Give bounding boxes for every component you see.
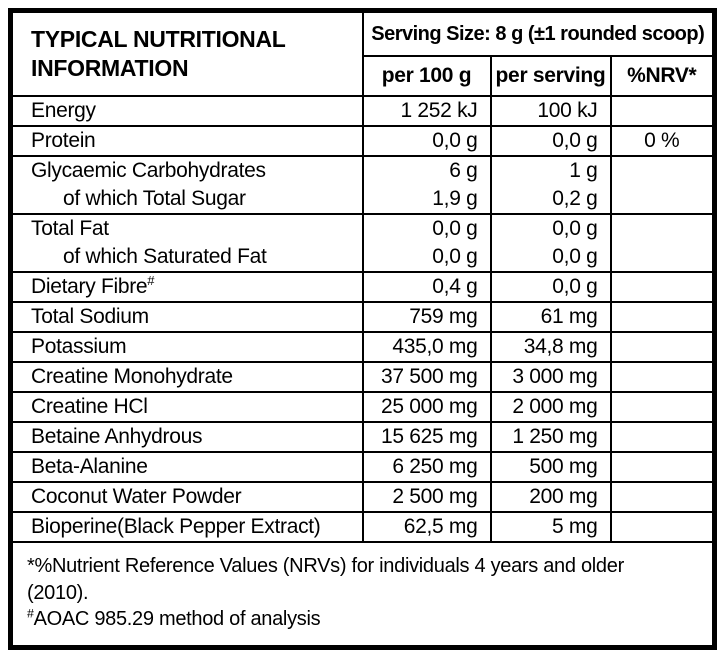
table-row-saturated-fat: of which Saturated Fat 0,0 g 0,0 g: [9, 243, 716, 273]
value-per-serving: 0,0 g: [489, 125, 612, 157]
row-label: Creatine Monohydrate: [9, 361, 364, 393]
value-per-100g: 62,5 mg: [361, 511, 492, 543]
row-label: Energy: [9, 95, 364, 127]
footnote-marker-hash: #: [27, 606, 34, 621]
value-nrv: [609, 331, 716, 363]
row-label: Dietary Fibre#: [9, 271, 364, 303]
value-nrv: 0 %: [609, 125, 716, 157]
table-row-energy: Energy 1 252 kJ 100 kJ: [9, 95, 716, 127]
value-per-serving: 0,0 g: [489, 271, 612, 303]
column-header-per-serving: per serving: [489, 55, 612, 97]
value-nrv: [609, 511, 716, 543]
table-row-total-sodium: Total Sodium 759 mg 61 mg: [9, 301, 716, 333]
table-row-total-sugar: of which Total Sugar 1,9 g 0,2 g: [9, 185, 716, 215]
row-label: Potassium: [9, 331, 364, 363]
value-per-serving: 0,0 g: [489, 213, 612, 243]
value-per-serving: 1 g: [489, 155, 612, 185]
footnote-marker-hash: #: [147, 273, 155, 288]
value-per-100g: 6 250 mg: [361, 451, 492, 483]
row-label: of which Total Sugar: [9, 185, 364, 215]
value-nrv: [609, 421, 716, 453]
value-per-100g: 1 252 kJ: [361, 95, 492, 127]
column-header-nrv: %NRV*: [609, 55, 716, 97]
value-per-100g: 15 625 mg: [361, 421, 492, 453]
table-row-coconut-water-powder: Coconut Water Powder 2 500 mg 200 mg: [9, 481, 716, 513]
row-label: Total Fat: [9, 213, 364, 243]
footnote-nrv: *%Nutrient Reference Values (NRVs) for i…: [27, 555, 624, 604]
table-title: TYPICAL NUTRITIONAL INFORMATION: [9, 9, 364, 97]
row-label: Coconut Water Powder: [9, 481, 364, 513]
table-row-creatine-monohydrate: Creatine Monohydrate 37 500 mg 3 000 mg: [9, 361, 716, 393]
value-per-serving: 2 000 mg: [489, 391, 612, 423]
value-per-100g: 6 g: [361, 155, 492, 185]
table-body: Energy 1 252 kJ 100 kJ Protein 0,0 g 0,0…: [9, 95, 716, 543]
footnote-row: *%Nutrient Reference Values (NRVs) for i…: [9, 541, 716, 649]
value-nrv: [609, 95, 716, 127]
footnotes: *%Nutrient Reference Values (NRVs) for i…: [9, 541, 716, 649]
value-per-100g: 0,0 g: [361, 243, 492, 273]
column-header-per-100g: per 100 g: [361, 55, 492, 97]
table-row-potassium: Potassium 435,0 mg 34,8 mg: [9, 331, 716, 363]
value-per-serving: 5 mg: [489, 511, 612, 543]
value-nrv: [609, 391, 716, 423]
value-per-serving: 3 000 mg: [489, 361, 612, 393]
value-nrv: [609, 271, 716, 303]
table-row-total-fat: Total Fat 0,0 g 0,0 g: [9, 213, 716, 243]
value-nrv: [609, 185, 716, 215]
value-per-serving: 0,0 g: [489, 243, 612, 273]
table-header: TYPICAL NUTRITIONAL INFORMATION Serving …: [9, 9, 716, 97]
header-row-serving: TYPICAL NUTRITIONAL INFORMATION Serving …: [9, 9, 716, 97]
row-label: Creatine HCl: [9, 391, 364, 423]
row-label: Bioperine(Black Pepper Extract): [9, 511, 364, 543]
value-nrv: [609, 301, 716, 333]
row-label: of which Saturated Fat: [9, 243, 364, 273]
nutritional-information-table: TYPICAL NUTRITIONAL INFORMATION Serving …: [8, 8, 718, 650]
value-per-serving: 61 mg: [489, 301, 612, 333]
value-nrv: [609, 451, 716, 483]
value-nrv: [609, 213, 716, 243]
table-row-creatine-hcl: Creatine HCl 25 000 mg 2 000 mg: [9, 391, 716, 423]
table-row-glycaemic-carbohydrates: Glycaemic Carbohydrates 6 g 1 g: [9, 155, 716, 185]
table-row-dietary-fibre: Dietary Fibre# 0,4 g 0,0 g: [9, 271, 716, 303]
row-label: Glycaemic Carbohydrates: [9, 155, 364, 185]
value-per-serving: 500 mg: [489, 451, 612, 483]
value-per-serving: 100 kJ: [489, 95, 612, 127]
value-per-serving: 1 250 mg: [489, 421, 612, 453]
row-label: Betaine Anhydrous: [9, 421, 364, 453]
value-per-100g: 1,9 g: [361, 185, 492, 215]
table-row-betaine-anhydrous: Betaine Anhydrous 15 625 mg 1 250 mg: [9, 421, 716, 453]
row-label: Protein: [9, 125, 364, 157]
table-row-beta-alanine: Beta-Alanine 6 250 mg 500 mg: [9, 451, 716, 483]
value-per-100g: 0,0 g: [361, 125, 492, 157]
table-footer: *%Nutrient Reference Values (NRVs) for i…: [9, 541, 716, 649]
value-nrv: [609, 155, 716, 185]
value-nrv: [609, 243, 716, 273]
header-row-columns: per 100 g per serving %NRV*: [11, 55, 716, 97]
footnote-aoac-text: AOAC 985.29 method of analysis: [33, 608, 321, 631]
footnote-aoac: #AOAC 985.29 method of analysis: [27, 606, 698, 632]
value-nrv: [609, 481, 716, 513]
serving-size-header: Serving Size: 8 g (±1 rounded scoop): [361, 9, 716, 57]
value-per-serving: 34,8 mg: [489, 331, 612, 363]
value-per-100g: 37 500 mg: [361, 361, 492, 393]
value-per-serving: 200 mg: [489, 481, 612, 513]
table-row-bioperine: Bioperine(Black Pepper Extract) 62,5 mg …: [9, 511, 716, 543]
row-label: Beta-Alanine: [9, 451, 364, 483]
row-label: Total Sodium: [9, 301, 364, 333]
value-per-100g: 0,0 g: [361, 213, 492, 243]
value-per-serving: 0,2 g: [489, 185, 612, 215]
value-per-100g: 435,0 mg: [361, 331, 492, 363]
row-label-text: Dietary Fibre: [31, 275, 148, 298]
value-nrv: [609, 361, 716, 393]
table-row-protein: Protein 0,0 g 0,0 g 0 %: [9, 125, 716, 157]
value-per-100g: 0,4 g: [361, 271, 492, 303]
value-per-100g: 2 500 mg: [361, 481, 492, 513]
value-per-100g: 759 mg: [361, 301, 492, 333]
value-per-100g: 25 000 mg: [361, 391, 492, 423]
